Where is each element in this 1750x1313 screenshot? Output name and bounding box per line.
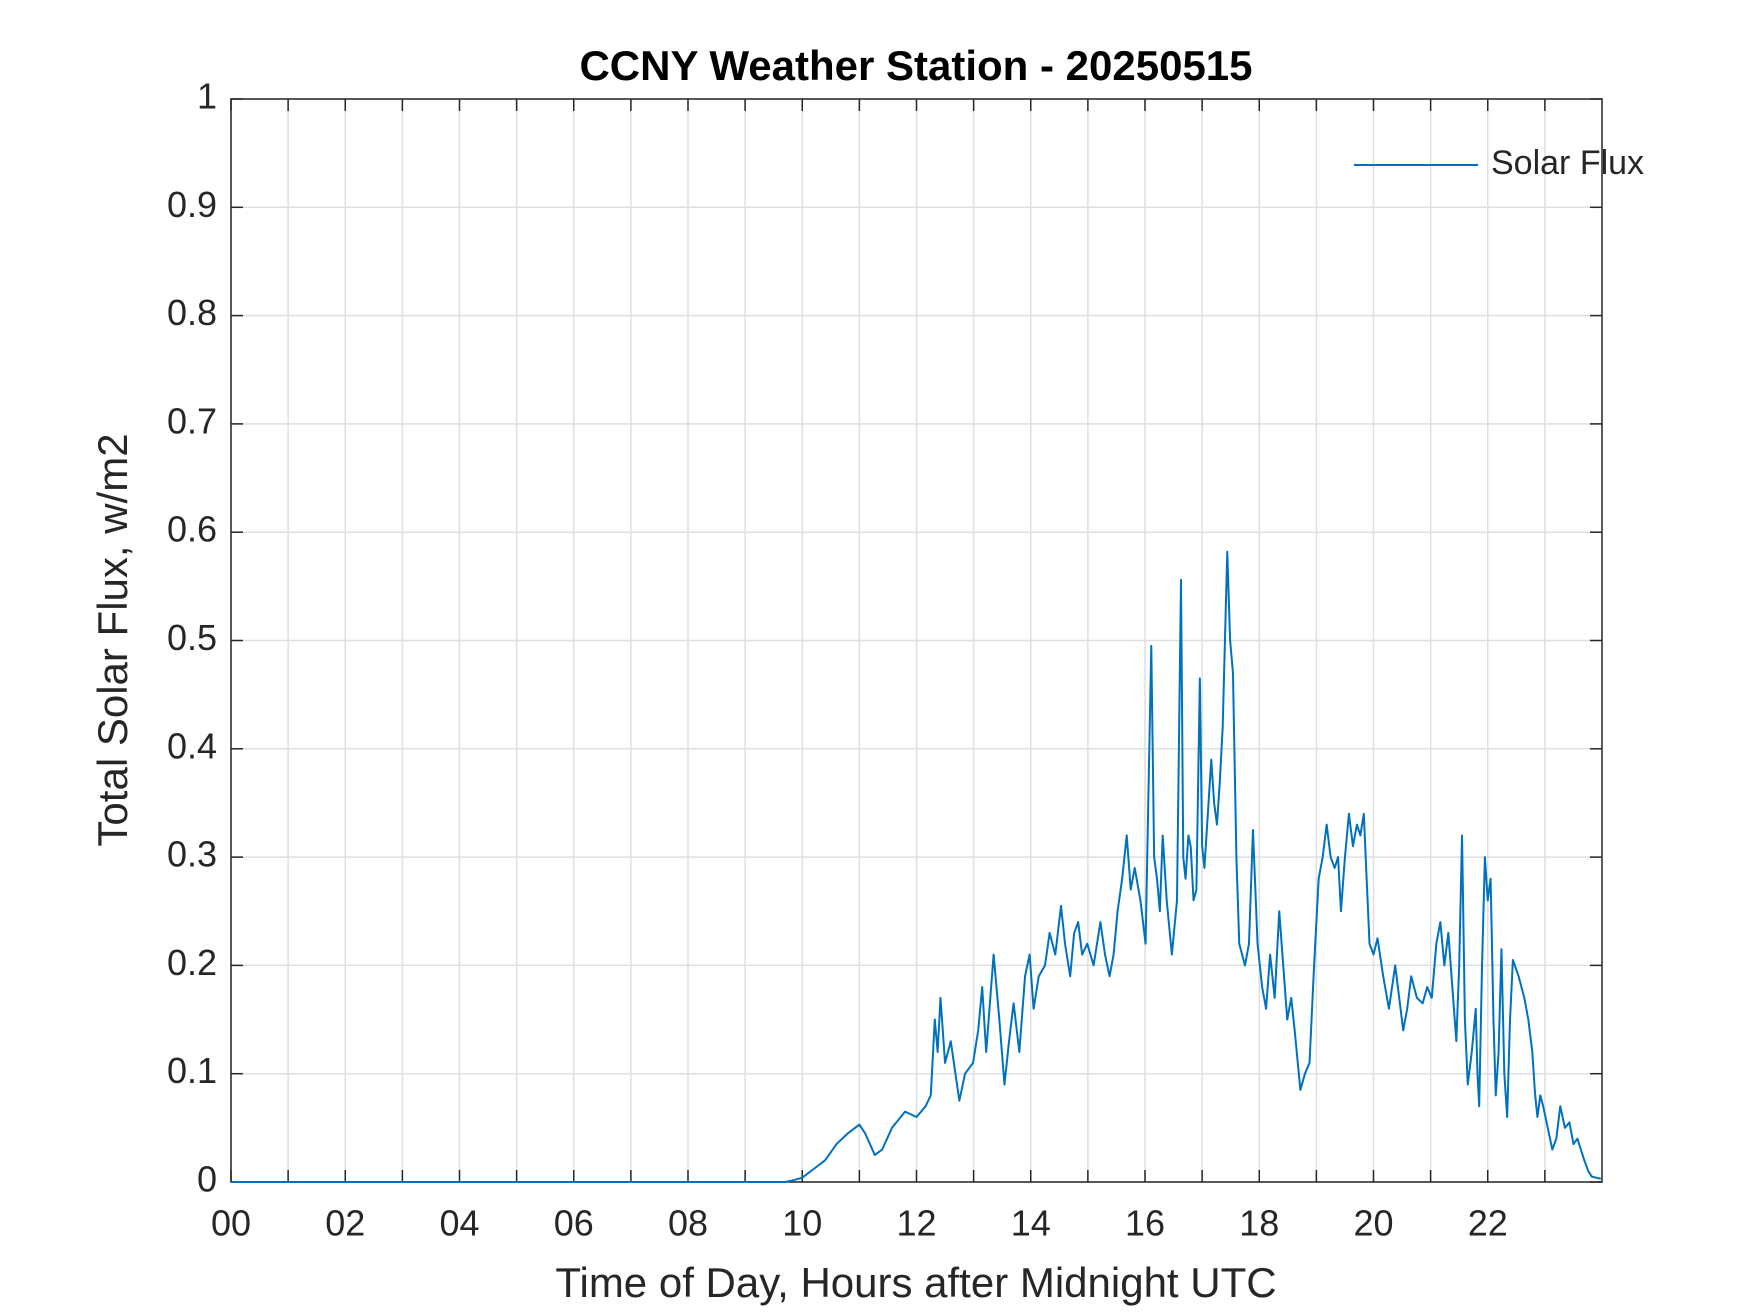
y-tick-label: 0.7 [167,400,217,441]
chart-title: CCNY Weather Station - 20250515 [579,42,1252,89]
x-tick-label: 12 [896,1203,936,1244]
x-tick-label: 02 [325,1203,365,1244]
y-tick-label: 1 [197,76,217,117]
y-tick-label: 0.8 [167,292,217,333]
x-tick-label: 16 [1125,1203,1165,1244]
y-tick-label: 0.6 [167,509,217,550]
y-tick-label: 0.3 [167,834,217,875]
x-tick-label: 06 [554,1203,594,1244]
y-tick-label: 0.4 [167,725,217,766]
y-tick-label: 0.9 [167,184,217,225]
x-axis-label: Time of Day, Hours after Midnight UTC [555,1259,1276,1306]
x-tick-label: 18 [1239,1203,1279,1244]
y-tick-label: 0.5 [167,617,217,658]
y-axis-label: Total Solar Flux, w/m2 [89,433,136,846]
x-tick-label: 22 [1468,1203,1508,1244]
y-tick-label: 0 [197,1159,217,1200]
x-tick-label: 14 [1011,1203,1051,1244]
x-tick-label: 20 [1353,1203,1393,1244]
y-tick-label: 0.2 [167,942,217,983]
x-tick-label: 08 [668,1203,708,1244]
x-tick-label: 00 [211,1203,251,1244]
legend-label: Solar Flux [1491,144,1644,182]
x-tick-label: 10 [782,1203,822,1244]
x-tick-label: 04 [439,1203,479,1244]
data-line [231,550,1602,1183]
axes-box [230,98,1603,1183]
y-tick-label: 0.1 [167,1050,217,1091]
